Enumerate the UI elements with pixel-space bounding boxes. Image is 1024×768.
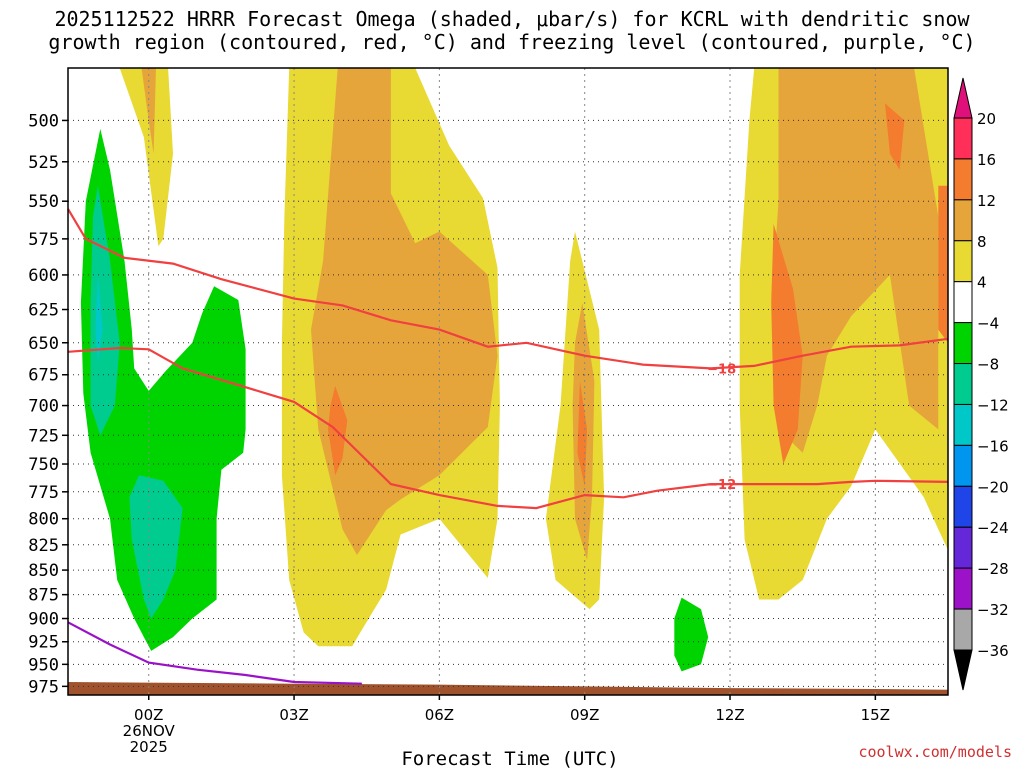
y-tick-label-525: 525 [28,153,59,173]
chart-title-line-2: growth region (contoured, red, °C) and f… [48,30,976,54]
colorbar-label-11: −28 [977,560,1009,578]
y-tick-label-850: 850 [28,561,59,581]
axes-layer: 500 525 550 575 600 625 650 675 700 725 750 775 800 8… [28,67,949,756]
colorbar-segment-3 [953,240,973,283]
y-tick-label-700: 700 [28,397,59,417]
y-tick-label-825: 825 [28,536,59,556]
y-tick-label-800: 800 [28,510,59,530]
y-tick-label-750: 750 [28,455,59,475]
omega-region-13 [80,128,246,651]
omega-region-12 [938,185,948,343]
omega-region-10 [771,224,803,464]
y-tick-label-550: 550 [28,192,59,212]
chart-title: 2025112522 HRRR Forecast Omega (shaded, … [0,8,1024,54]
colorbar-label-7: −12 [977,396,1009,414]
colorbar-label-4: 4 [977,274,987,292]
colorbar-label-9: −20 [977,478,1009,496]
y-tick-label-950: 950 [28,655,59,675]
x-tick-label-1: 03Z [279,706,308,724]
colorbar-bottom-triangle [953,649,973,691]
colorbar-label-2: 12 [977,192,996,210]
colorbar-label-3: 8 [977,233,987,251]
ground-layer [68,682,948,695]
x-tick-label-5: 15Z [861,706,890,724]
colorbar-segment-10 [953,526,973,569]
x-tick-label-3: 09Z [570,706,599,724]
y-tick-label-925: 925 [28,633,59,653]
x-tick-label-0: 00Z [134,706,163,724]
colorbar-segment-4 [953,281,973,324]
contour-label-0: −18 [707,362,736,377]
y-tick-label-575: 575 [28,230,59,250]
x-tick-label-2: 06Z [425,706,454,724]
contour-label-1: −12 [707,478,736,493]
omega-region-3 [311,68,498,555]
chart-title-line-1: 2025112522 HRRR Forecast Omega (shaded, … [54,7,970,31]
colorbar-label-1: 16 [977,151,996,169]
colorbar-label-12: −32 [977,601,1009,619]
colorbar-segment-7 [953,403,973,446]
contour-line-1 [67,346,949,510]
colorbar-segment-1 [953,158,973,201]
x-axis-label: Forecast Time (UTC) [401,748,618,768]
x-tick-year-0: 2025 [130,738,168,756]
colorbar-segment-12 [953,608,973,651]
plot-frame [67,67,949,696]
colorbar-segment-9 [953,485,973,528]
y-tick-label-875: 875 [28,586,59,606]
x-tick-label-4: 12Z [715,706,744,724]
colorbar: 20 16 12 8 4 −4 −8 −12 −16 −20 −24 −28 −32 −36 [953,77,1009,691]
y-tick-label-975: 975 [28,677,59,697]
colorbar-label-10: −24 [977,519,1009,537]
y-tick-label-500: 500 [28,111,59,131]
colorbar-label-13: −36 [977,642,1009,660]
y-tick-label-775: 775 [28,483,59,503]
colorbar-segment-5 [953,322,973,365]
y-tick-label-725: 725 [28,426,59,446]
y-tick-label-625: 625 [28,301,59,321]
colorbar-segment-8 [953,444,973,487]
contour-line-2 [67,621,362,685]
colorbar-label-6: −8 [977,356,999,374]
omega-region-11 [885,103,905,170]
y-tick-label-675: 675 [28,366,59,386]
contour-layer: −18 −12 [67,208,949,685]
grid-layer [68,68,948,695]
colorbar-segment-11 [953,567,973,610]
contour-line-0 [67,208,949,370]
ground-fill [68,682,948,695]
colorbar-top-triangle [953,77,973,119]
colorbar-label-8: −16 [977,437,1009,455]
omega-region-16 [95,274,103,363]
colorbar-segment-2 [953,199,973,242]
y-tick-label-650: 650 [28,334,59,354]
watermark-link[interactable]: coolwx.com/models [858,743,1012,761]
colorbar-segment-6 [953,363,973,405]
x-tick-date-0: 26NOV [123,722,176,740]
y-tick-label-600: 600 [28,266,59,286]
colorbar-label-5: −4 [977,315,999,333]
colorbar-label-0: 20 [977,110,996,128]
y-tick-label-900: 900 [28,610,59,630]
omega-region-17 [674,597,709,672]
omega-region-14 [90,185,120,436]
omega-region-0 [119,68,173,247]
colorbar-segment-0 [953,117,973,160]
omega-region-15 [129,475,183,619]
omega-shading-layer [80,68,948,672]
